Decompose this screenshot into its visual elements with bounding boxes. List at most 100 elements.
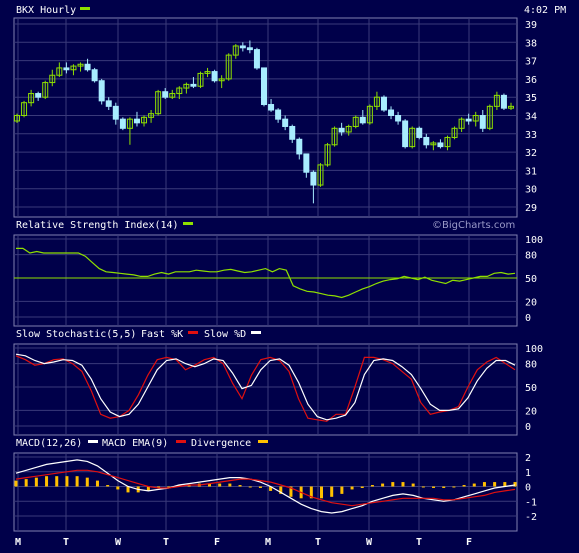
divergence-bar — [452, 486, 456, 488]
candle-body — [239, 45, 246, 49]
y-tick-label: 32 — [525, 148, 537, 159]
candle-body — [162, 91, 169, 98]
divergence-bar — [207, 483, 211, 487]
candle-body — [42, 82, 49, 98]
divergence-bar — [95, 480, 99, 487]
y-tick-label: 37 — [525, 57, 537, 68]
divergence-bar — [340, 486, 344, 494]
macd-legend-swatch — [88, 440, 98, 443]
divergence-bar — [360, 486, 364, 488]
divergence-bar — [350, 486, 354, 490]
candle-body — [119, 118, 126, 129]
y-tick-label: 38 — [525, 38, 537, 49]
y-tick-label: 39 — [525, 20, 537, 31]
candle-body — [380, 96, 387, 111]
candle-body — [49, 74, 56, 84]
candle-body — [458, 118, 465, 129]
y-tick-label: 50 — [525, 383, 537, 394]
candle-body — [310, 171, 317, 186]
divergence-bar — [177, 485, 181, 487]
divergence-bar — [65, 476, 69, 487]
rsi-legend-swatch — [183, 222, 193, 225]
candle-body — [91, 69, 98, 82]
panel-frame — [13, 17, 518, 218]
symbol-label: BKX Hourly — [16, 5, 76, 16]
candle-body — [366, 105, 373, 124]
y-tick-label: 36 — [525, 75, 537, 86]
candle-body — [246, 47, 253, 51]
candle-body — [197, 72, 204, 87]
y-tick-label: 31 — [525, 166, 537, 177]
divergence-bar — [228, 483, 232, 487]
x-tick-label: M — [15, 537, 21, 548]
candle-body — [303, 153, 310, 173]
candle-body — [324, 144, 331, 166]
divergence-bar — [34, 477, 38, 487]
divergence-bar — [513, 482, 517, 487]
x-tick-label: W — [366, 537, 373, 548]
divergence-bar — [85, 477, 89, 487]
divergence-bar — [167, 486, 171, 488]
divergence-bar — [411, 483, 415, 487]
candle-body — [126, 118, 133, 129]
candle-body — [289, 125, 296, 140]
candle-body — [84, 63, 91, 71]
candle-body — [28, 93, 35, 104]
divergence-bar — [146, 486, 150, 491]
divergence-bar — [493, 482, 497, 487]
candle-body — [183, 83, 190, 89]
divergence-bar — [421, 486, 425, 488]
candle-body — [141, 116, 148, 124]
x-tick-label: T — [163, 537, 169, 548]
divergence-bar — [116, 486, 120, 490]
y-tick-label: 80 — [525, 251, 537, 262]
time-label: 4:02 PM — [524, 5, 566, 16]
divergence-bar — [75, 476, 79, 487]
x-tick-label: F — [466, 537, 472, 548]
slowd-legend-swatch — [251, 331, 261, 334]
candle-body — [169, 93, 176, 98]
watermark: ©BigCharts.com — [432, 220, 515, 231]
divergence-bar — [432, 486, 436, 488]
candle-body — [465, 118, 472, 122]
y-tick-label: 29 — [525, 203, 537, 214]
x-tick-label: T — [315, 537, 321, 548]
divergence-bar — [442, 486, 446, 488]
y-tick-label: 0 — [525, 483, 531, 494]
candle-body — [261, 67, 267, 106]
candle-body — [395, 115, 402, 122]
candle-body — [112, 105, 119, 120]
macd-ema-legend-label: MACD EMA(9) — [102, 438, 168, 449]
candle-body — [275, 109, 282, 120]
candle-body — [133, 118, 140, 124]
y-tick-label: 33 — [525, 130, 537, 141]
candle-body — [451, 127, 458, 138]
divergence-bar — [381, 483, 385, 487]
divergence-bar — [320, 486, 324, 499]
candle-body — [486, 105, 493, 129]
candle-body — [14, 115, 20, 122]
divergence-bar — [370, 485, 374, 487]
candle-body — [437, 142, 444, 148]
candle-body — [345, 125, 352, 133]
candle-body — [176, 87, 183, 95]
x-tick-label: F — [214, 537, 220, 548]
divergence-bar — [462, 485, 466, 487]
candle-body — [409, 127, 416, 148]
y-tick-label: 30 — [525, 185, 537, 196]
x-tick-label: T — [416, 537, 422, 548]
marks-layer — [14, 40, 517, 514]
candle-body — [148, 113, 155, 118]
divergence-bar — [45, 476, 49, 487]
y-tick-label: -1 — [525, 497, 537, 508]
candle-body — [204, 71, 211, 74]
divergence-bar — [55, 476, 59, 487]
divergence-bar — [157, 486, 161, 488]
candle-body — [500, 94, 507, 109]
divergence-bar — [391, 482, 395, 487]
y-tick-label: 50 — [525, 274, 537, 285]
candle-body — [190, 83, 197, 87]
slowd-legend-label: Slow %D — [204, 329, 246, 340]
candle-body — [388, 109, 395, 117]
